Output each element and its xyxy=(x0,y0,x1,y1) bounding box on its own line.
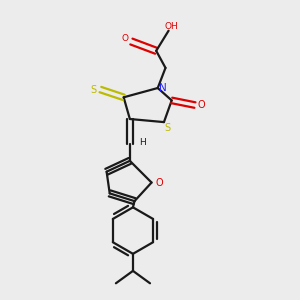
Text: S: S xyxy=(164,123,170,133)
Text: OH: OH xyxy=(165,22,178,31)
Text: S: S xyxy=(91,85,97,94)
Text: O: O xyxy=(155,178,163,188)
Text: H: H xyxy=(139,138,146,147)
Text: N: N xyxy=(158,83,166,93)
Text: O: O xyxy=(197,100,205,110)
Text: O: O xyxy=(122,34,129,43)
